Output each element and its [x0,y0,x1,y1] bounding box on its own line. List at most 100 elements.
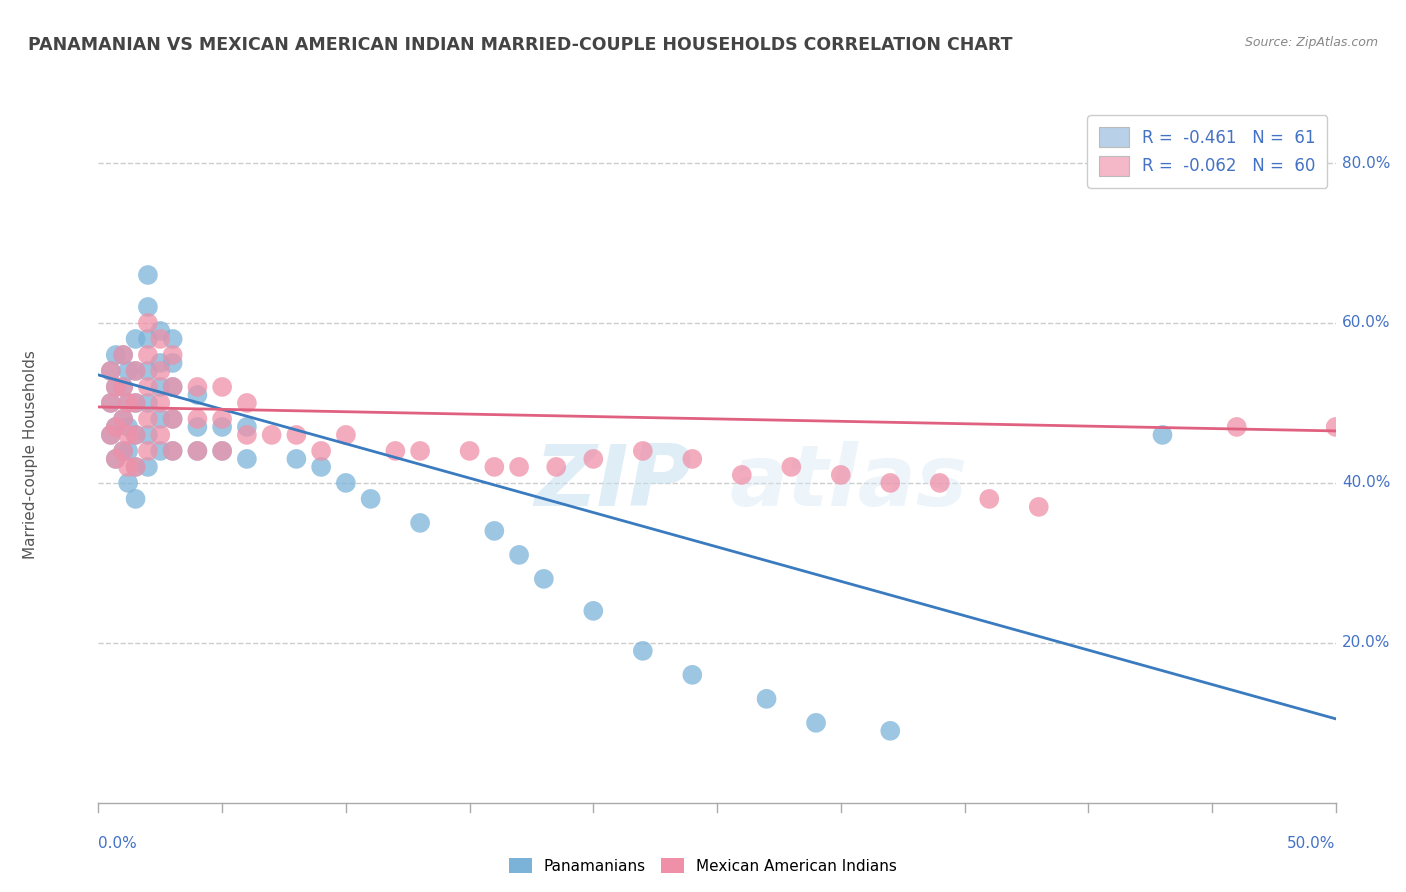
Point [928,475,950,490]
Point [236,428,259,442]
Point [100,428,122,442]
Point [104,420,127,434]
Point [100,396,122,410]
Point [260,428,283,442]
Point [117,444,139,458]
Point [149,396,172,410]
Point [136,348,159,362]
Text: Source: ZipAtlas.com: Source: ZipAtlas.com [1244,36,1378,49]
Point [100,428,122,442]
Point [117,428,139,442]
Point [124,428,146,442]
Point [979,491,1001,506]
Point [1028,500,1050,514]
Point [112,380,135,394]
Point [409,444,432,458]
Point [1152,428,1174,442]
Point [631,444,654,458]
Point [100,364,122,378]
Point [136,332,159,346]
Point [186,444,208,458]
Point [830,467,852,482]
Point [104,451,127,466]
Point [149,324,172,338]
Point [755,691,778,706]
Point [335,428,357,442]
Text: ZIP: ZIP [534,442,692,524]
Point [309,459,332,474]
Point [681,668,703,682]
Point [1226,420,1249,434]
Point [804,715,827,730]
Text: 60.0%: 60.0% [1341,316,1391,330]
Point [285,451,308,466]
Point [162,412,184,426]
Point [100,364,122,378]
Point [582,604,605,618]
Point [117,396,139,410]
Point [124,459,146,474]
Point [484,524,506,538]
Point [149,380,172,394]
Point [384,444,406,458]
Point [508,548,530,562]
Point [236,396,259,410]
Point [112,412,135,426]
Point [162,412,184,426]
Point [112,412,135,426]
Point [533,572,555,586]
Point [136,300,159,314]
Point [186,420,208,434]
Point [112,444,135,458]
Point [162,444,184,458]
Point [112,444,135,458]
Point [186,380,208,394]
Point [335,475,357,490]
Point [117,396,139,410]
Point [211,444,233,458]
Point [149,364,172,378]
Point [136,459,159,474]
Point [117,420,139,434]
Point [136,428,159,442]
Point [117,459,139,474]
Point [112,348,135,362]
Point [780,459,803,474]
Point [117,475,139,490]
Point [211,444,233,458]
Point [162,348,184,362]
Legend: Panamanians, Mexican American Indians: Panamanians, Mexican American Indians [502,852,904,880]
Point [186,388,208,402]
Point [211,420,233,434]
Point [136,268,159,282]
Point [124,459,146,474]
Point [236,420,259,434]
Point [309,444,332,458]
Point [104,420,127,434]
Point [508,459,530,474]
Point [484,459,506,474]
Point [879,723,901,738]
Point [236,451,259,466]
Point [136,396,159,410]
Point [112,380,135,394]
Point [104,451,127,466]
Point [186,444,208,458]
Text: 50.0%: 50.0% [1288,836,1336,851]
Point [360,491,382,506]
Point [681,451,703,466]
Text: 40.0%: 40.0% [1341,475,1391,491]
Point [124,332,146,346]
Point [162,356,184,370]
Point [136,316,159,330]
Point [458,444,481,458]
Point [149,356,172,370]
Point [409,516,432,530]
Text: atlas: atlas [730,442,967,524]
Text: 80.0%: 80.0% [1341,155,1391,170]
Point [162,444,184,458]
Point [136,444,159,458]
Point [149,444,172,458]
Point [136,364,159,378]
Point [731,467,754,482]
